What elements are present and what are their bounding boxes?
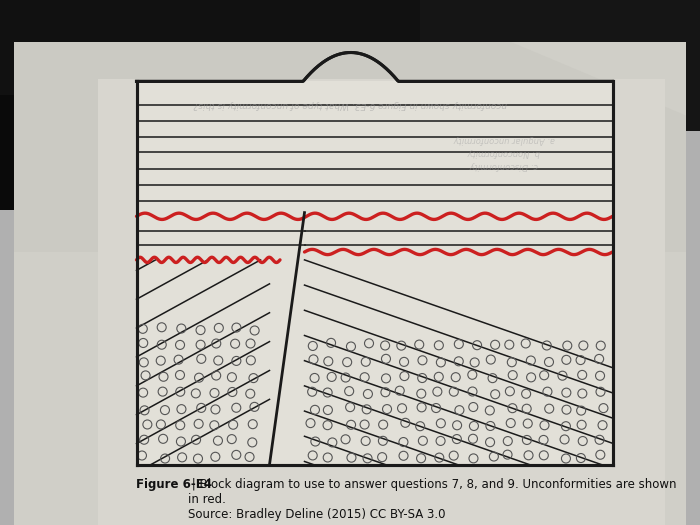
Polygon shape: [14, 42, 686, 252]
Bar: [0, 0, 126, 147]
Bar: [136, 81, 612, 465]
Bar: [0, 0, 700, 94]
Bar: [420, 0, 700, 131]
Text: a. Angular unconformity: a. Angular unconformity: [454, 134, 554, 144]
Polygon shape: [14, 42, 686, 525]
Text: b. Nonconformity: b. Nonconformity: [468, 148, 540, 157]
Text: c. Disconformity: c. Disconformity: [470, 161, 538, 170]
Polygon shape: [98, 79, 665, 525]
Text: Figure 6-E4: Figure 6-E4: [136, 478, 213, 491]
Bar: [0, 0, 49, 210]
Text: nconformity shown in Figure 6-E3. What type of unconformity is this?: nconformity shown in Figure 6-E3. What t…: [193, 100, 507, 110]
Text: | Block diagram to use to answer questions 7, 8, and 9. Unconformities are shown: | Block diagram to use to answer questio…: [188, 478, 677, 521]
